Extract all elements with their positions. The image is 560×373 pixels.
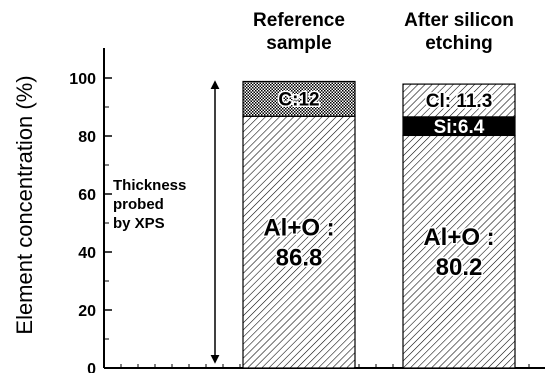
y-tick-label: 0	[87, 361, 96, 373]
thickness-annotation-line: probed	[113, 196, 164, 213]
data-label-line: Si:6.4	[434, 117, 485, 138]
category-label-line: After silicon	[404, 10, 514, 31]
category-label: Reference sample	[253, 10, 345, 54]
y-tick-label: 60	[78, 187, 96, 204]
data-label-cl: Cl: 11.3	[426, 91, 493, 112]
data-label-line: 86.8	[276, 245, 323, 272]
category-label-line: Reference	[253, 10, 345, 31]
data-label-line: Cl: 11.3	[426, 91, 493, 112]
y-tick-label: 100	[69, 71, 96, 88]
bar-segment-cl	[402, 83, 516, 118]
bars	[242, 80, 516, 369]
thickness-annotation: Thickness probed by XPS	[113, 177, 186, 232]
bar-segment-alo	[402, 134, 516, 369]
y-tick-label: 40	[78, 245, 96, 262]
bar-segment-c	[242, 80, 356, 117]
y-tick-label: 80	[78, 129, 96, 146]
data-label-alo: Al+O : 80.2	[423, 224, 494, 281]
data-label-line: Al+O :	[263, 215, 334, 242]
data-label-line: Al+O :	[423, 224, 494, 251]
labels: Reference sample After silicon etching Al+O …	[113, 10, 514, 364]
category-label-line: sample	[266, 33, 331, 54]
data-label-c: C:12	[278, 90, 319, 111]
category-label-line: etching	[425, 33, 493, 54]
thickness-annotation-line: Thickness	[113, 177, 186, 194]
thickness-annotation-line: by XPS	[113, 215, 165, 232]
data-label-alo: Al+O : 86.8	[263, 215, 334, 272]
y-axis-label: Element concentration (%)	[12, 75, 37, 334]
bar-segment-alo	[242, 115, 356, 369]
data-label-line: 80.2	[436, 254, 483, 281]
category-label: After silicon etching	[404, 10, 514, 54]
y-tick-label: 20	[78, 303, 96, 320]
data-label-si: Si:6.4	[434, 117, 485, 138]
data-label-line: C:12	[278, 90, 319, 111]
axes: 0 20 40 60 80 100 Element concentration (%)	[12, 48, 545, 373]
